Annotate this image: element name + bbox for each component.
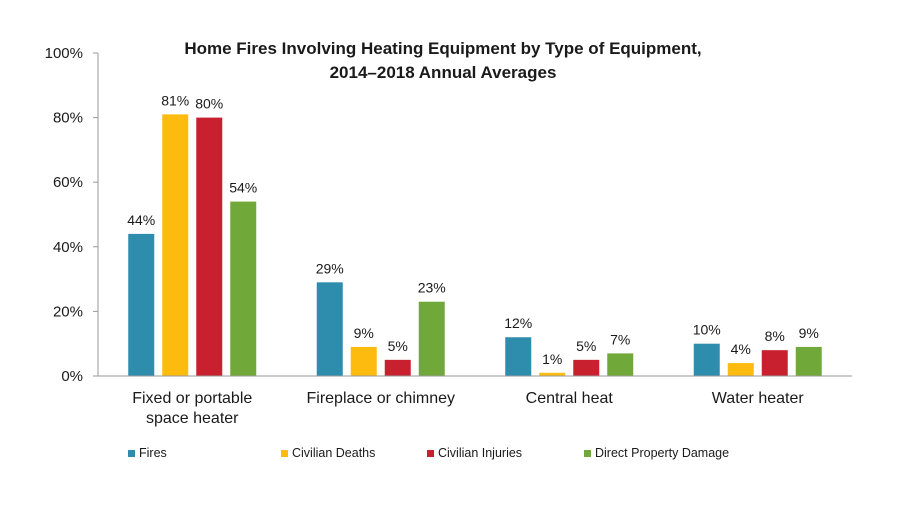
data-label: 81%	[161, 92, 189, 108]
bar	[539, 372, 566, 376]
data-label: 9%	[354, 325, 374, 341]
legend-swatch	[281, 450, 288, 457]
legend-swatch	[584, 450, 591, 457]
bar	[795, 346, 822, 376]
bar	[162, 114, 189, 377]
y-tick-label: 0%	[61, 368, 83, 385]
x-category-label: Water heater	[712, 390, 805, 407]
bar	[384, 359, 411, 376]
data-label: 29%	[316, 260, 344, 276]
y-axis: 0% 20% 40% 60% 80% 100%	[45, 45, 99, 385]
y-tick-label: 100%	[45, 45, 83, 62]
chart-title-line-2: 2014–2018 Annual Averages	[330, 63, 557, 82]
legend-label: Civilian Deaths	[292, 446, 375, 460]
bar	[418, 301, 445, 376]
data-label: 4%	[731, 341, 751, 357]
bar	[350, 346, 377, 376]
x-category-label: Fireplace or chimney	[307, 390, 456, 407]
x-category-label: space heater	[146, 410, 239, 427]
x-axis: Fixed or portable space heater Fireplace o…	[98, 375, 852, 427]
bar	[573, 359, 600, 376]
data-label: 44%	[127, 212, 155, 228]
legend-label: Civilian Injuries	[438, 446, 522, 460]
y-tick-label: 20%	[53, 303, 83, 320]
legend-label: Fires	[139, 446, 167, 460]
y-tick-label: 60%	[53, 174, 83, 191]
legend-swatch	[427, 450, 434, 457]
data-label: 7%	[610, 331, 630, 347]
bar	[316, 282, 343, 376]
legend: Fires Civilian Deaths Civilian Injuries Dir…	[128, 446, 729, 460]
bar	[607, 353, 634, 376]
data-label: 12%	[504, 315, 532, 331]
data-label: 80%	[195, 96, 223, 112]
data-label: 23%	[418, 280, 446, 296]
bar	[505, 337, 532, 376]
bar	[230, 201, 257, 376]
bar	[128, 233, 155, 376]
data-label: 54%	[229, 180, 257, 196]
data-label: 5%	[388, 338, 408, 354]
data-label: 8%	[765, 328, 785, 344]
bars-group: 44% 81% 80% 54% 29% 9% 5% 23% 12% 1% 5% 7% 10% 4% 8% 9%	[127, 92, 822, 377]
legend-label: Direct Property Damage	[595, 446, 729, 460]
y-tick-label: 80%	[53, 110, 83, 127]
bar	[727, 363, 754, 376]
data-label: 1%	[542, 351, 562, 367]
data-label: 9%	[799, 325, 819, 341]
x-category-label: Fixed or portable	[132, 390, 252, 407]
data-label: 5%	[576, 338, 596, 354]
y-tick-label: 40%	[53, 239, 83, 256]
bar	[196, 117, 223, 376]
chart-title-line-1: Home Fires Involving Heating Equipment b…	[184, 39, 701, 58]
bar	[761, 350, 788, 376]
bar	[693, 343, 720, 376]
x-category-label: Central heat	[526, 390, 614, 407]
data-label: 10%	[693, 322, 721, 338]
legend-swatch	[128, 450, 135, 457]
